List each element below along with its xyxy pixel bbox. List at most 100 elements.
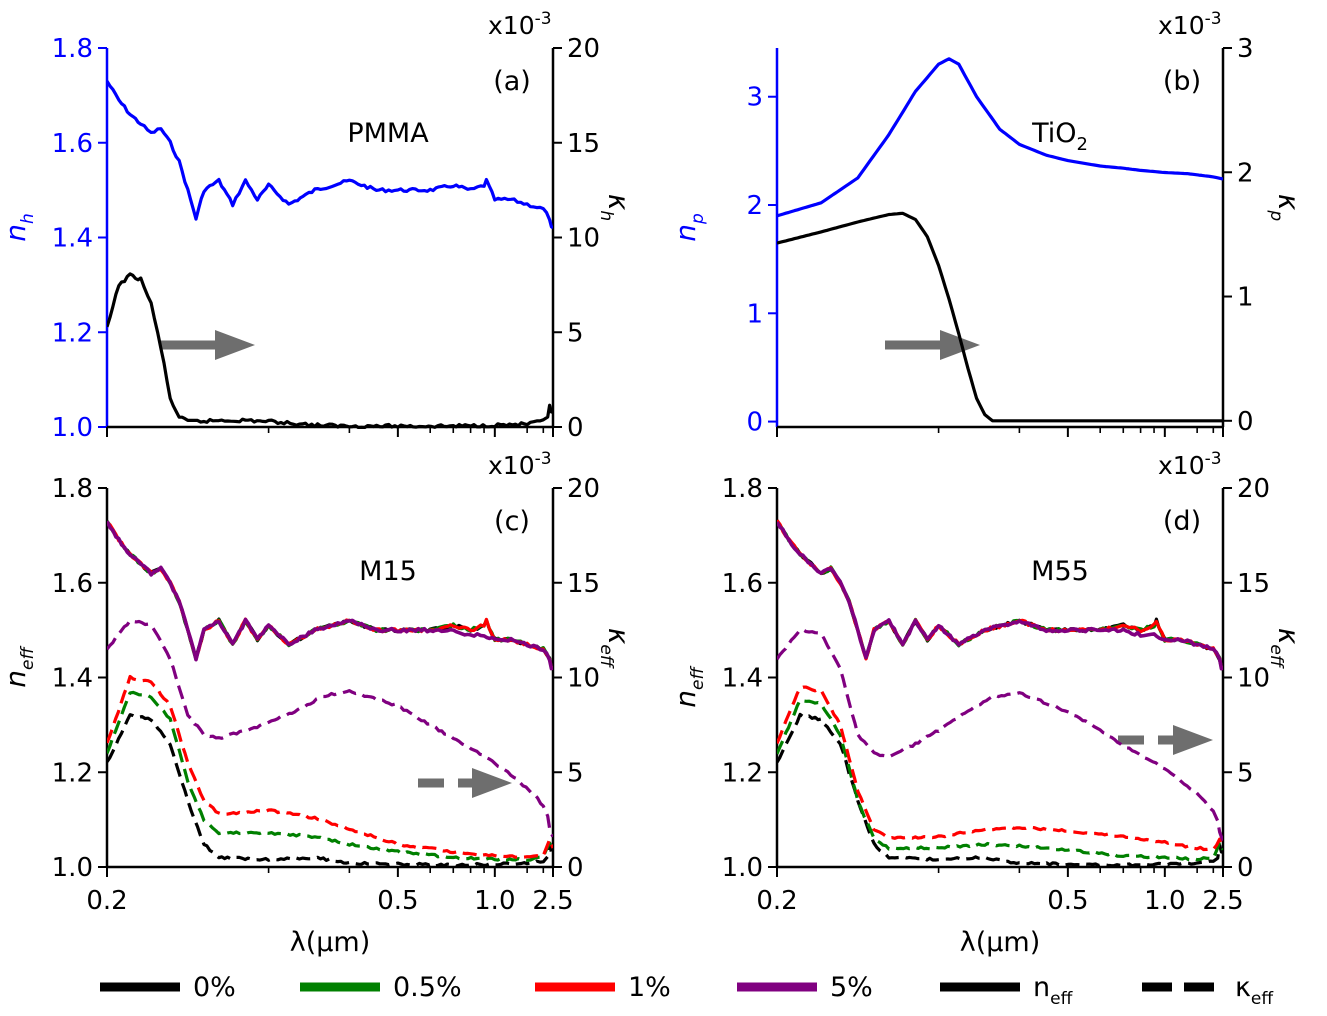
left-axis-label-group: nh xyxy=(0,213,38,242)
material-label-main: TiO xyxy=(1031,118,1076,149)
x-axis-label: λ(μm) xyxy=(960,927,1041,958)
right-tick-label: 2 xyxy=(1237,158,1254,188)
left-tick-label: 1.0 xyxy=(52,853,93,883)
left-axis-label-main: n xyxy=(669,690,702,708)
left-axis-label-sub: eff xyxy=(18,646,38,670)
legend-label-main: κ xyxy=(1235,972,1251,1003)
material-label: M55 xyxy=(1031,556,1089,587)
right-tick-label: 0 xyxy=(1237,407,1254,437)
x-tick-label: 1.0 xyxy=(474,886,515,916)
left-tick-label: 1.8 xyxy=(722,474,763,504)
right-tick-label: 20 xyxy=(567,34,600,64)
x-axis-label: λ(μm) xyxy=(290,927,371,958)
right-exponent-main: x10 xyxy=(1158,11,1205,40)
series-group xyxy=(777,57,1223,423)
arrow-head xyxy=(215,330,255,360)
left-tick-label: 1.0 xyxy=(52,413,93,443)
series-kappa_eff-1pct xyxy=(777,685,1223,852)
left-axis-label-sub: h xyxy=(18,213,38,224)
series-n_eff-0pct xyxy=(107,521,553,670)
right-axis-label-group: κeff xyxy=(596,628,635,669)
right-exponent-sub: -3 xyxy=(535,9,552,29)
right-tick-label: 10 xyxy=(1237,664,1270,694)
x-tick-label: 2.5 xyxy=(1202,886,1243,916)
right-tick-label: 20 xyxy=(1237,474,1270,504)
material-label: PMMA xyxy=(347,118,429,149)
left-axis-label-main: n xyxy=(0,224,32,242)
arrow-head xyxy=(472,768,512,798)
left-axis-label: np xyxy=(669,213,708,242)
panel-d: 1.0 1.2 1.4 1.6 1.8 0 5 10 15 20 0.2 0.5 1.0 2.5 λ(μm)… xyxy=(669,449,1305,958)
left-axis-label-group: neff xyxy=(0,646,38,688)
right-exponent: x10-3 xyxy=(488,449,552,480)
series-group xyxy=(107,80,553,429)
series-kappa_p-1 xyxy=(777,211,1223,423)
series-kappa_eff-5pct xyxy=(107,618,553,838)
arrow-head xyxy=(940,330,980,360)
x-tick-label: 1.0 xyxy=(1144,886,1185,916)
legend-label: 1% xyxy=(628,972,671,1003)
left-tick-label: 1.2 xyxy=(52,318,93,348)
x-tick-label: 0.2 xyxy=(86,886,127,916)
right-exponent-main: x10 xyxy=(1158,451,1205,480)
series-kappa_eff-5pct xyxy=(777,628,1223,842)
left-tick-label: 1 xyxy=(746,299,763,329)
x-tick-label: 0.5 xyxy=(377,886,418,916)
right-axis-label-sub: h xyxy=(596,210,616,221)
series-kappa_eff-0pct xyxy=(107,713,553,868)
legend-label-sub: eff xyxy=(1251,989,1274,1009)
left-axis-label-group: np xyxy=(669,213,708,242)
legend-label: κeff xyxy=(1235,972,1274,1009)
left-tick-label: 1.6 xyxy=(52,569,93,599)
series-kappa_h-1 xyxy=(107,272,553,429)
series-group xyxy=(107,520,553,868)
left-axis-label: nh xyxy=(0,213,38,242)
legend-label: neff xyxy=(1033,972,1074,1009)
series-n_eff-0_5pct xyxy=(107,520,553,670)
right-tick-label: 15 xyxy=(1237,569,1270,599)
right-axis-label: κeff xyxy=(596,628,635,669)
right-axis-label-group: κh xyxy=(596,194,635,221)
panel-tag: (b) xyxy=(1163,66,1201,97)
right-exponent-sub: -3 xyxy=(1205,449,1222,469)
x-tick-label: 0.5 xyxy=(1047,886,1088,916)
left-tick-label: 1.8 xyxy=(52,34,93,64)
right-axis-label-main: κ xyxy=(602,628,635,645)
right-axis-label: κh xyxy=(596,194,635,221)
right-exponent: x10-3 xyxy=(488,9,552,40)
series-n_h-0 xyxy=(107,80,553,230)
right-exponent: x10-3 xyxy=(1158,449,1222,480)
right-tick-label: 5 xyxy=(1237,758,1254,788)
material-label: TiO2 xyxy=(1031,118,1088,155)
left-axis-label-sub: p xyxy=(688,213,708,225)
left-axis-label-main: n xyxy=(669,224,702,242)
series-n_p-0 xyxy=(777,57,1223,218)
legend-label: 0.5% xyxy=(393,972,462,1003)
left-tick-label: 1.4 xyxy=(722,664,763,694)
left-tick-label: 1.2 xyxy=(722,758,763,788)
x-tick-label: 0.2 xyxy=(756,886,797,916)
legend-label: 0% xyxy=(193,972,236,1003)
right-axis-label: κeff xyxy=(1266,628,1305,669)
right-tick-label: 0 xyxy=(567,853,584,883)
left-tick-label: 0 xyxy=(746,408,763,438)
legend-label-sub: eff xyxy=(1050,989,1073,1009)
right-tick-label: 10 xyxy=(567,224,600,254)
right-exponent-sub: -3 xyxy=(535,449,552,469)
right-tick-label: 1 xyxy=(1237,283,1254,313)
right-axis-label-main: κ xyxy=(1272,194,1305,211)
series-n_eff-5pct xyxy=(777,521,1223,671)
right-tick-label: 20 xyxy=(567,474,600,504)
right-axis-label-group: κp xyxy=(1266,194,1305,222)
left-tick-label: 1.8 xyxy=(52,474,93,504)
right-exponent-main: x10 xyxy=(488,11,535,40)
right-axis-label-sub: p xyxy=(1266,209,1286,221)
series-kappa_eff-0pct xyxy=(777,712,1223,868)
right-tick-label: 15 xyxy=(567,129,600,159)
series-n_eff-0_5pct xyxy=(777,520,1223,670)
series-kappa_eff-0_5pct xyxy=(107,690,553,862)
right-tick-label: 3 xyxy=(1237,34,1254,64)
